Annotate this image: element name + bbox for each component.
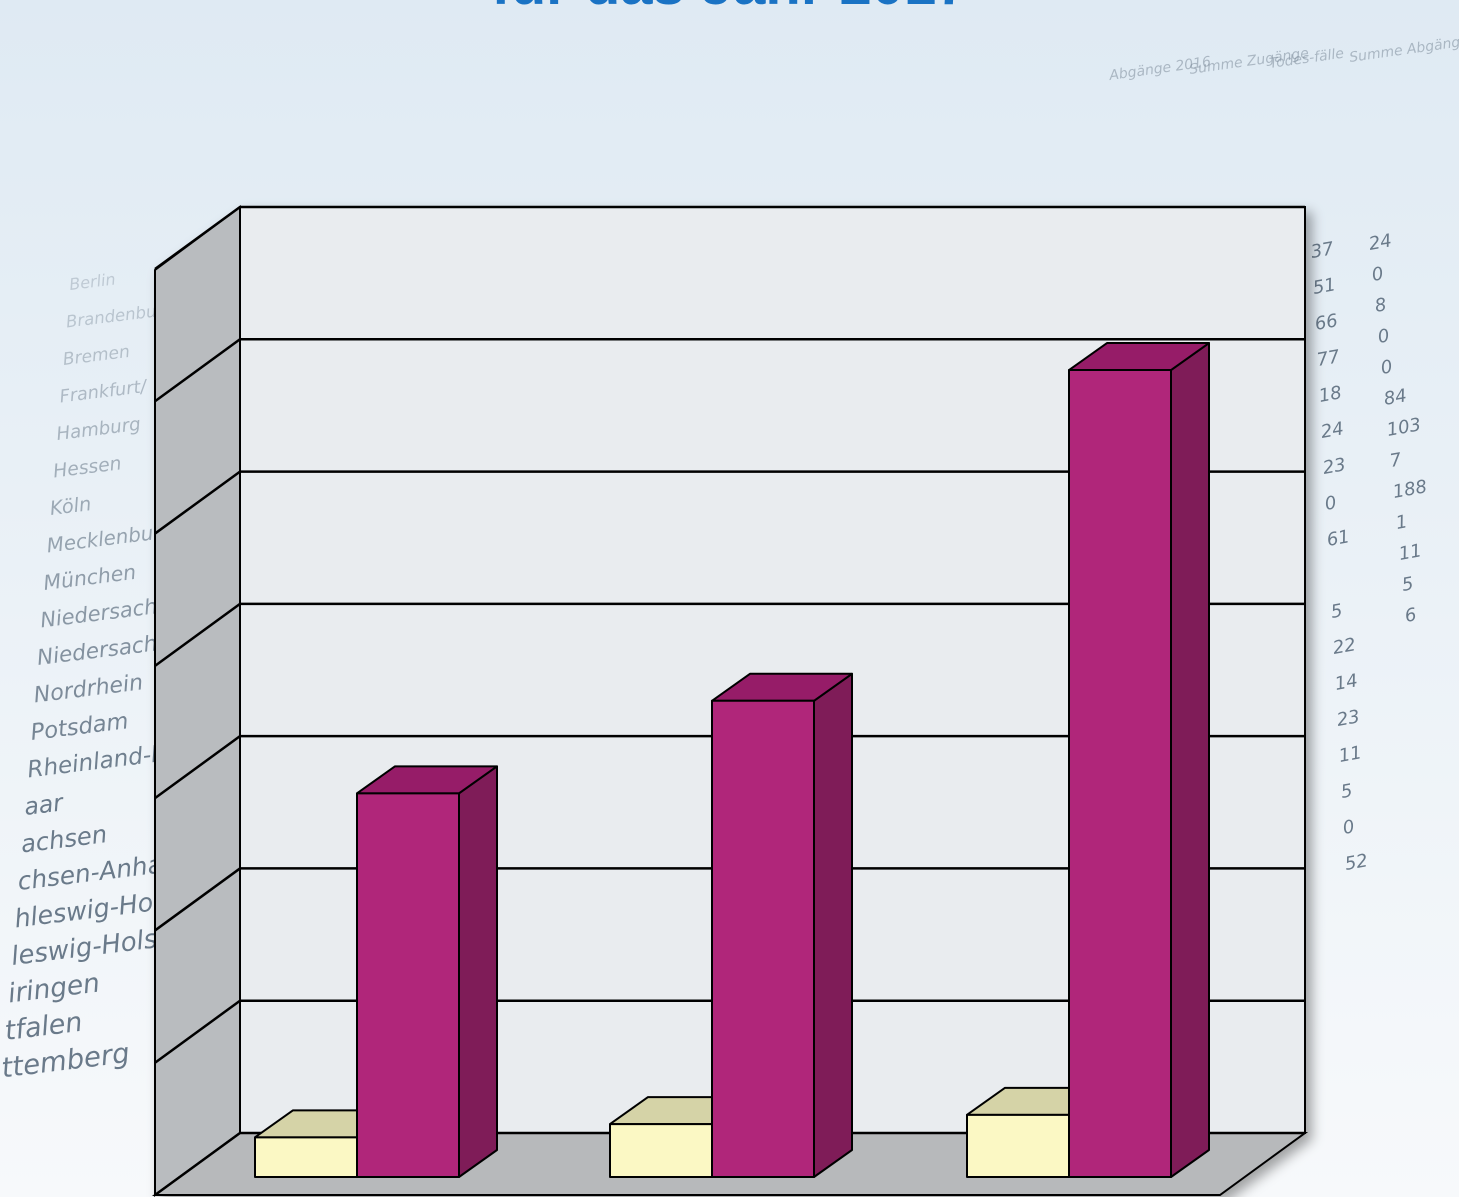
bar (1069, 343, 1209, 1177)
table-row-label: aar (23, 788, 66, 821)
chart: für das Jahr 2017 Abgänge 2016Summe Zugä… (0, 0, 1459, 1197)
table-cell: 14 (1333, 670, 1359, 695)
table-cell: 22 (1331, 634, 1357, 659)
bar (712, 674, 852, 1177)
table-cell: 11 (1337, 742, 1363, 767)
bar-side (1171, 343, 1209, 1177)
bar-front (1069, 370, 1171, 1177)
table-cell: 52 (1343, 850, 1369, 875)
bar-front (712, 701, 814, 1177)
table-cell: 24 (1319, 418, 1345, 443)
plot (155, 207, 1305, 1195)
table-cell: 11 (1397, 540, 1423, 565)
bar-front (357, 793, 459, 1177)
bar-front (610, 1124, 712, 1177)
table-cell: 24 (1367, 230, 1393, 255)
table-cell: 51 (1311, 274, 1337, 299)
table-cell: 84 (1382, 385, 1408, 410)
table-cell: 23 (1321, 454, 1347, 479)
side-wall (155, 207, 240, 1195)
bar-side (814, 674, 852, 1177)
bar-front (967, 1115, 1069, 1177)
table-cell: 77 (1315, 346, 1342, 371)
bar-front (255, 1137, 357, 1177)
table-cell: 23 (1335, 706, 1361, 731)
bar-side (459, 766, 497, 1177)
bar (357, 766, 497, 1177)
table-cell: 37 (1309, 238, 1336, 263)
table-cell: 18 (1317, 382, 1343, 407)
chart-title: für das Jahr 2017 (491, 0, 968, 17)
table-cell: 61 (1325, 526, 1351, 551)
table-cell: 66 (1313, 310, 1339, 335)
